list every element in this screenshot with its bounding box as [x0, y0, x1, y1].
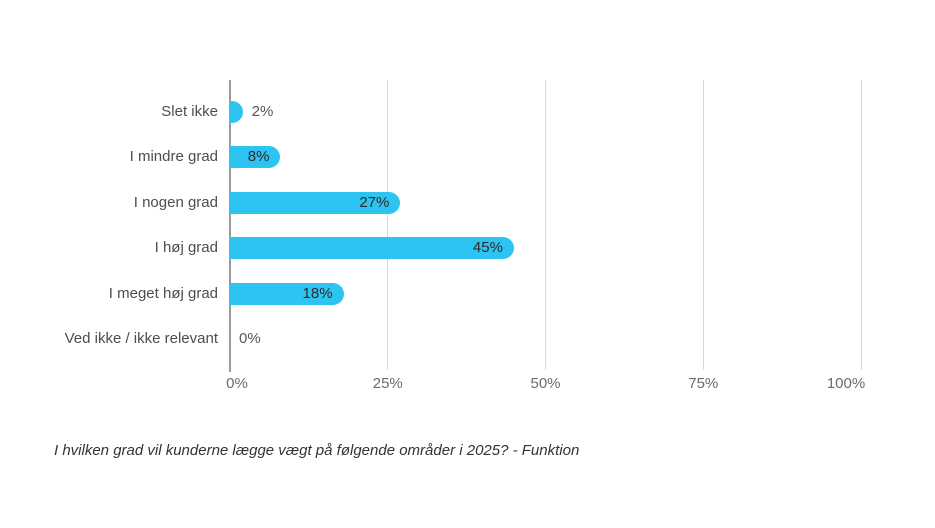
- gridline: [860, 80, 862, 370]
- category-label: I nogen grad: [133, 193, 218, 211]
- bar: [230, 101, 243, 123]
- x-tick-label: 100%: [826, 375, 866, 392]
- bar: [230, 237, 514, 260]
- bar-value-label: 2%: [251, 103, 274, 120]
- gridline: [702, 80, 704, 370]
- category-label: I høj grad: [154, 239, 218, 257]
- bar-value-label: 45%: [472, 239, 503, 257]
- category-label: Slet ikke: [161, 103, 218, 120]
- category-label: Ved ikke / ikke relevant: [64, 330, 218, 347]
- bar-value-label: 0%: [239, 330, 261, 347]
- bar-value-label: 18%: [302, 284, 333, 302]
- x-tick-label: 25%: [372, 375, 403, 392]
- y-axis-line: [229, 80, 231, 372]
- bar-value-label: 8%: [247, 148, 270, 166]
- gridline: [387, 80, 389, 370]
- chart-caption: I hvilken grad vil kunderne lægge vægt p…: [54, 442, 580, 459]
- bar-chart: Slet ikke 2% I mindre grad 8% I nogen grad 27…: [64, 80, 866, 392]
- gridline: [545, 80, 546, 370]
- x-tick-label: 50%: [530, 375, 561, 392]
- bar-value-label: 27%: [359, 193, 390, 211]
- bar: [230, 146, 281, 169]
- bar: [230, 191, 401, 214]
- category-label: I meget høj grad: [108, 284, 218, 302]
- x-tick-label: 75%: [688, 375, 719, 392]
- category-label: I mindre grad: [129, 148, 218, 166]
- x-tick-label: 0%: [226, 375, 248, 392]
- bar: [230, 282, 344, 305]
